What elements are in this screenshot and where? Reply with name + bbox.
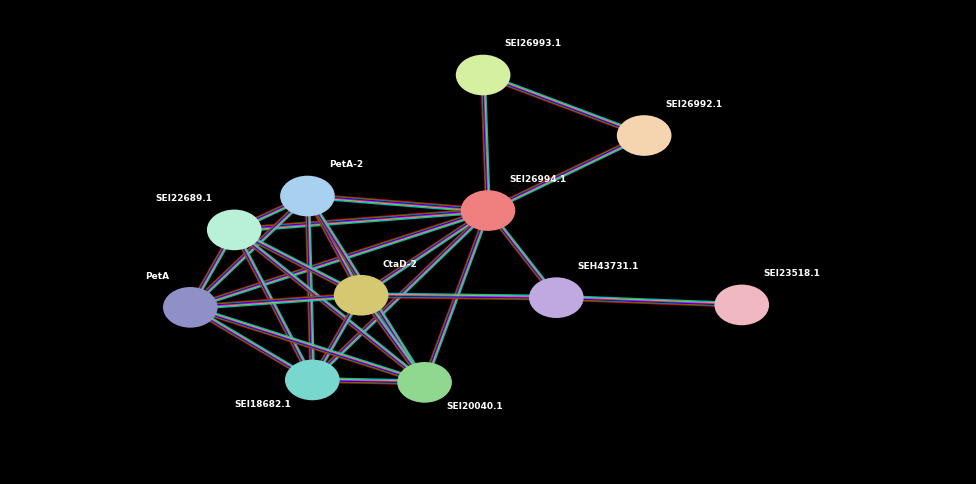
Text: SEI23518.1: SEI23518.1 <box>763 269 820 278</box>
Text: SEI26994.1: SEI26994.1 <box>509 175 567 184</box>
Text: SEI20040.1: SEI20040.1 <box>446 402 503 411</box>
Ellipse shape <box>280 176 335 216</box>
Ellipse shape <box>334 275 388 316</box>
Ellipse shape <box>163 287 218 328</box>
Ellipse shape <box>714 285 769 325</box>
Text: CtaD-2: CtaD-2 <box>383 259 418 269</box>
Ellipse shape <box>617 115 671 156</box>
Ellipse shape <box>461 190 515 231</box>
Ellipse shape <box>397 362 452 403</box>
Text: SEI22689.1: SEI22689.1 <box>156 194 213 203</box>
Text: PetA: PetA <box>144 272 169 281</box>
Text: SEH43731.1: SEH43731.1 <box>578 262 639 271</box>
Text: SEI26992.1: SEI26992.1 <box>666 100 723 109</box>
Ellipse shape <box>207 210 262 250</box>
Text: SEI26993.1: SEI26993.1 <box>505 39 562 48</box>
Ellipse shape <box>529 277 584 318</box>
Text: PetA-2: PetA-2 <box>329 160 363 169</box>
Text: SEI18682.1: SEI18682.1 <box>234 400 291 409</box>
Ellipse shape <box>285 360 340 400</box>
Ellipse shape <box>456 55 510 95</box>
